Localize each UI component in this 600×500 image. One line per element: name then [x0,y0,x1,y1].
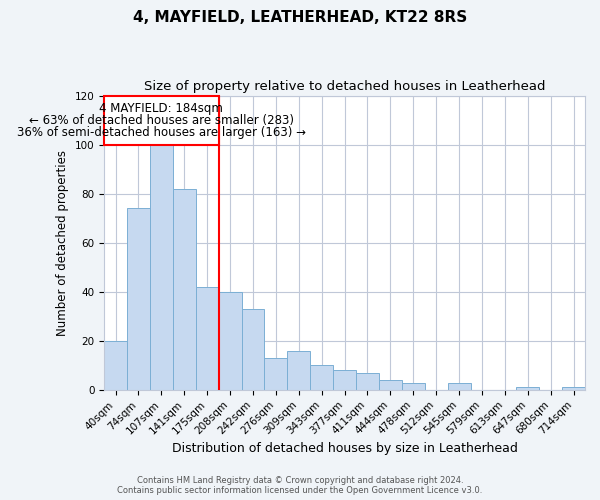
FancyBboxPatch shape [104,96,218,144]
Text: ← 63% of detached houses are smaller (283): ← 63% of detached houses are smaller (28… [29,114,294,127]
Y-axis label: Number of detached properties: Number of detached properties [56,150,69,336]
Title: Size of property relative to detached houses in Leatherhead: Size of property relative to detached ho… [144,80,545,93]
Bar [333,370,356,390]
Bar [173,189,196,390]
Bar [218,292,242,390]
Bar [402,382,425,390]
Bar [517,388,539,390]
Bar [562,388,585,390]
Text: 4, MAYFIELD, LEATHERHEAD, KT22 8RS: 4, MAYFIELD, LEATHERHEAD, KT22 8RS [133,10,467,25]
X-axis label: Distribution of detached houses by size in Leatherhead: Distribution of detached houses by size … [172,442,518,455]
Text: Contains HM Land Registry data © Crown copyright and database right 2024.
Contai: Contains HM Land Registry data © Crown c… [118,476,482,495]
Text: 4 MAYFIELD: 184sqm: 4 MAYFIELD: 184sqm [100,102,223,114]
Bar [287,350,310,390]
Text: 36% of semi-detached houses are larger (163) →: 36% of semi-detached houses are larger (… [17,126,306,139]
Bar [150,142,173,390]
Bar [196,287,218,390]
Bar [379,380,402,390]
Bar [104,341,127,390]
Bar [242,309,265,390]
Bar [356,372,379,390]
Bar [448,382,470,390]
Bar [127,208,150,390]
Bar [265,358,287,390]
Bar [310,366,333,390]
